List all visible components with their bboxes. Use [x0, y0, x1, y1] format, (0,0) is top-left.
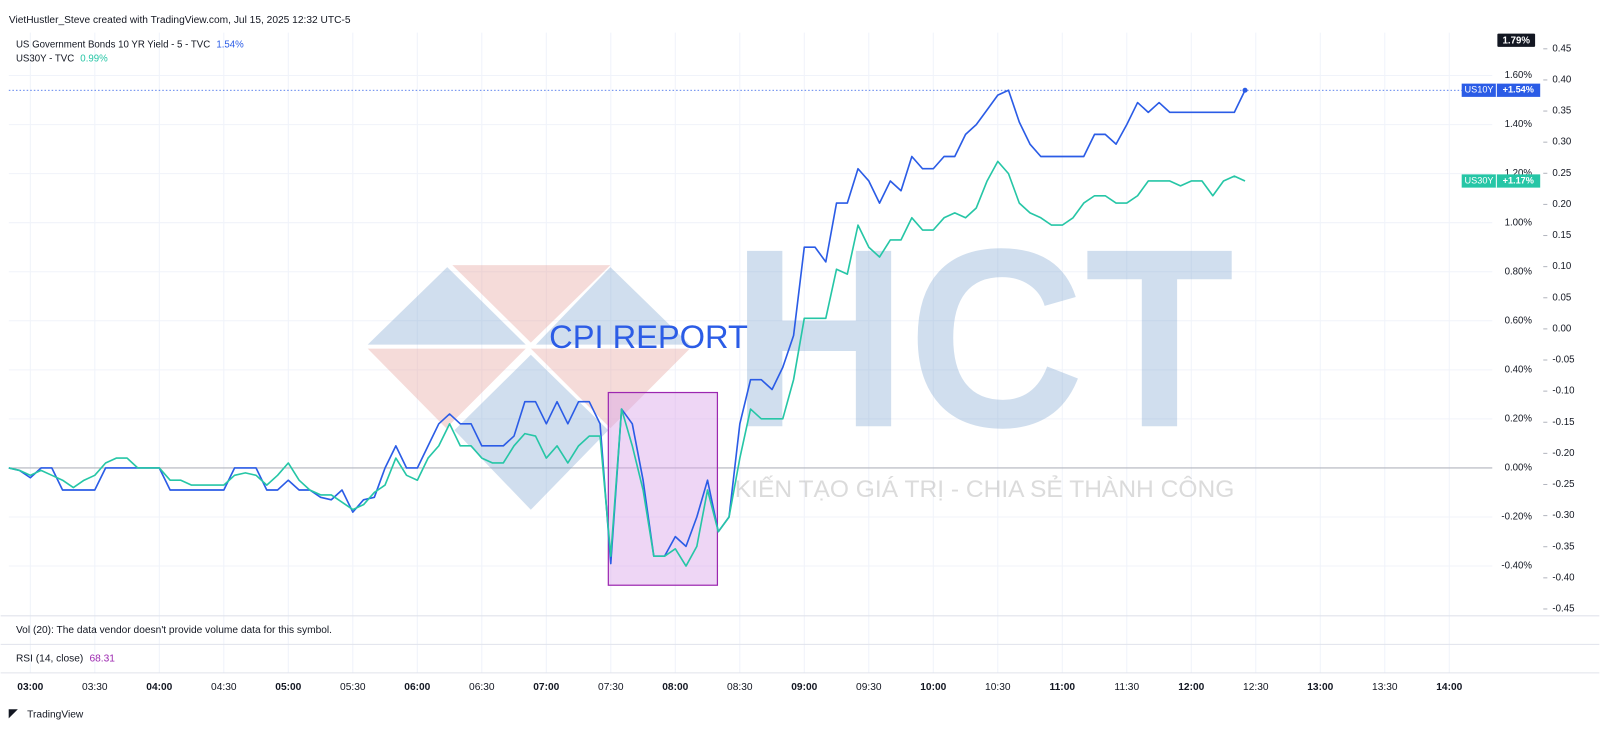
x-tick-label: 07:30: [598, 682, 624, 693]
y2-tick-label: 0.00: [1552, 323, 1571, 334]
watermark-logo: HCT: [731, 196, 1235, 481]
badge-bg: [1461, 83, 1541, 97]
x-tick-label: 05:00: [275, 682, 301, 693]
x-tick-label: 10:30: [985, 682, 1011, 693]
x-tick-label: 08:00: [662, 682, 688, 693]
axis-badge-bg: [1497, 33, 1536, 47]
x-tick-label: 04:00: [146, 682, 172, 693]
y2-tick-label: -0.25: [1552, 479, 1574, 490]
logo-shape: [454, 354, 609, 510]
x-tick-label: 12:00: [1178, 682, 1204, 693]
logo-shape: [535, 267, 690, 345]
x-tick-label: 05:30: [340, 682, 366, 693]
y-tick-label: 0.80%: [1505, 266, 1533, 277]
logo-shape: [367, 267, 526, 345]
legend-name[interactable]: US Government Bonds 10 YR Yield - 5 - TV…: [16, 39, 210, 50]
plot: [8, 87, 1493, 567]
y2-tick-label: -0.10: [1552, 386, 1574, 397]
x-tick-label: 11:00: [1050, 682, 1076, 693]
series-line: [8, 160, 1246, 567]
y2-tick-label: 0.45: [1552, 43, 1571, 54]
brand: TradingView: [27, 709, 84, 720]
logo-shape: [530, 348, 690, 429]
volume-pane-label: Vol (20): The data vendor doesn't provid…: [16, 625, 332, 636]
series-badge: US30Y: [1465, 175, 1494, 185]
y2-tick-label: -0.05: [1552, 355, 1574, 366]
x-tick-label: 11:30: [1114, 682, 1139, 693]
y-tick-label: 1.60%: [1505, 70, 1533, 81]
legend-value: 1.54%: [216, 39, 244, 50]
y-tick-label: 1.20%: [1505, 168, 1533, 179]
x-tick-label: 06:30: [469, 682, 495, 693]
series-badge-value: +1.17%: [1503, 175, 1534, 185]
brand-icon: ◤: [8, 708, 18, 720]
x-tick-label: 04:30: [211, 682, 237, 693]
grid: [8, 32, 1493, 673]
y2-tick-label: -0.45: [1552, 604, 1574, 615]
series-badge: US10Y: [1465, 85, 1494, 95]
y-tick-label: 0.40%: [1505, 364, 1533, 375]
legend-name[interactable]: US30Y - TVC: [16, 54, 74, 65]
annotation: CPI REPORT: [549, 318, 748, 355]
y2-tick-label: -0.40: [1552, 572, 1574, 583]
y-tick-label: -0.20%: [1501, 512, 1532, 523]
badge-bg: [1461, 174, 1541, 188]
watermark-slogan: KIẾN TẠO GIÁ TRỊ - CHIA SẺ THÀNH CÔNG: [735, 474, 1235, 503]
y2-tick-label: 0.15: [1552, 230, 1571, 241]
x-tick-label: 07:00: [533, 682, 559, 693]
y2-tick-label: 0.20: [1552, 199, 1571, 210]
y-tick-label: 1.40%: [1505, 119, 1533, 130]
x-tick-label: 08:30: [727, 682, 753, 693]
y2-tick-label: 0.30: [1552, 137, 1571, 148]
x-tick-label: 12:30: [1243, 682, 1269, 693]
x-tick-label: 13:30: [1372, 682, 1398, 693]
y2-tick-label: -0.30: [1552, 510, 1574, 521]
x-tick-label: 09:30: [856, 682, 882, 693]
y2-tick-label: 0.10: [1552, 261, 1571, 272]
axis-badge: 1.79%: [1503, 35, 1531, 46]
x-tick-label: 14:00: [1436, 682, 1462, 693]
y2-tick-label: 0.40: [1552, 74, 1571, 85]
y-tick-label: 1.00%: [1505, 217, 1533, 228]
y-tick-label: 0.20%: [1505, 413, 1533, 424]
legend-value: 0.99%: [80, 54, 108, 65]
y2-tick-label: 0.35: [1552, 106, 1571, 117]
series-line: [8, 89, 1246, 565]
header-title: VietHustler_Steve created with TradingVi…: [9, 15, 351, 26]
y2-tick-label: -0.20: [1552, 448, 1574, 459]
y-tick-label: -0.40%: [1501, 561, 1532, 572]
logo-shape: [452, 265, 611, 343]
last-point: [1242, 87, 1248, 93]
logo-shape: [367, 348, 526, 429]
x-tick-label: 09:00: [791, 682, 817, 693]
y2-tick-label: 0.25: [1552, 168, 1571, 179]
y-tick-label: 0.00%: [1505, 462, 1533, 473]
y2-tick-label: -0.35: [1552, 541, 1574, 552]
rsi-value: 68.31: [89, 653, 115, 664]
series-badge-value: +1.54%: [1503, 85, 1534, 95]
x-tick-label: 03:30: [82, 682, 108, 693]
y2-tick-label: -0.15: [1552, 417, 1574, 428]
x-tick-label: 13:00: [1307, 682, 1333, 693]
x-tick-label: 10:00: [920, 682, 946, 693]
x-tick-label: 06:00: [404, 682, 430, 693]
watermark: HCT KIẾN TẠO GIÁ TRỊ - CHIA SẺ THÀNH CÔN…: [367, 196, 1235, 510]
rsi-label: RSI (14, close): [16, 653, 83, 664]
y-tick-label: 0.60%: [1505, 315, 1533, 326]
y2-tick-label: 0.05: [1552, 292, 1571, 303]
x-tick-label: 03:00: [17, 682, 43, 693]
